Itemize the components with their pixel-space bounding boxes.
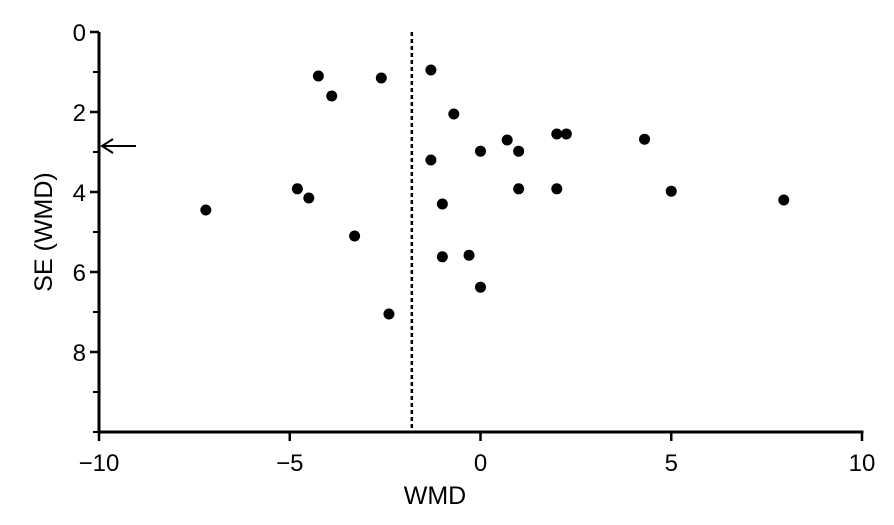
data-point	[551, 128, 563, 140]
data-point	[383, 308, 395, 320]
data-point	[551, 183, 563, 195]
y-tick-label: 2	[73, 100, 86, 127]
data-point	[501, 134, 513, 146]
data-point	[665, 185, 677, 197]
y-tick-label: 0	[73, 20, 86, 47]
data-point	[436, 198, 448, 210]
x-tick-label: −10	[79, 450, 120, 477]
points-layer	[200, 64, 790, 320]
data-point	[463, 249, 475, 261]
arrow-head	[100, 138, 114, 154]
y-tick-label: 4	[73, 180, 86, 207]
data-point	[448, 108, 460, 120]
y-axis-title: SE (WMD)	[30, 172, 58, 291]
y-tick-label: 8	[73, 340, 86, 367]
data-point	[475, 145, 486, 157]
y-tick-label: 6	[73, 260, 86, 287]
axes-layer	[97, 32, 864, 434]
data-point	[291, 183, 303, 195]
data-point	[200, 204, 212, 216]
data-point	[349, 230, 361, 242]
data-point	[639, 133, 651, 145]
data-point	[475, 281, 486, 293]
ticks-layer: −10 −5 0 5 10 0 2 4 6 8	[73, 20, 876, 477]
x-axis-title: WMD	[404, 482, 466, 510]
data-point	[375, 72, 387, 84]
x-tick-label: 5	[665, 450, 678, 477]
data-point	[303, 192, 315, 204]
data-point	[326, 90, 338, 102]
data-point	[513, 145, 525, 157]
data-point	[436, 251, 448, 263]
data-point	[778, 194, 790, 206]
data-point	[425, 64, 437, 76]
x-tick-label: −5	[276, 450, 303, 477]
x-tick-label: 0	[474, 450, 487, 477]
data-point	[513, 183, 525, 195]
arrow-marker-layer	[100, 138, 136, 154]
x-tick-label: 10	[849, 450, 876, 477]
data-point	[425, 154, 437, 166]
data-point	[560, 128, 572, 140]
data-point	[312, 70, 324, 82]
